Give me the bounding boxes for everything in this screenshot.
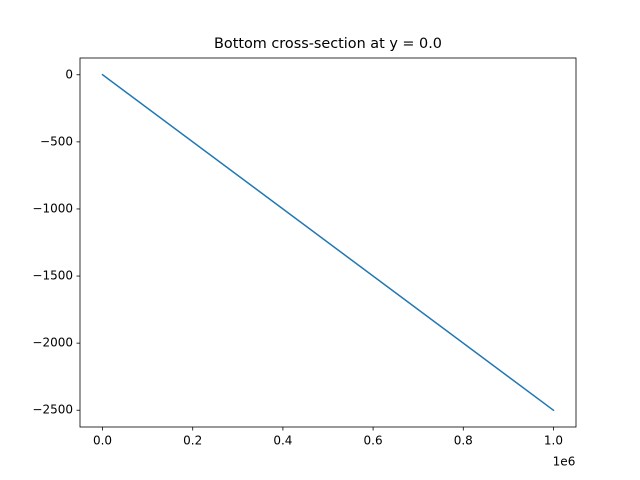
y-tick-label: −2000 [32, 336, 73, 350]
x-tick-label: 0.2 [183, 434, 202, 448]
y-tick-label: 0 [65, 67, 73, 81]
line [101, 73, 555, 412]
y-tick-label: −500 [40, 134, 73, 148]
x-offset-label: 1e6 [553, 455, 576, 469]
y-tick-label: −1500 [32, 269, 73, 283]
x-tick-label: 0.8 [454, 434, 473, 448]
y-tick-label: −1000 [32, 201, 73, 215]
plot-frame [79, 57, 577, 428]
x-tick-label: 0.0 [93, 434, 112, 448]
x-tick-label: 0.4 [273, 434, 292, 448]
y-tick-label: −2500 [32, 403, 73, 417]
x-tick-label: 1.0 [544, 434, 563, 448]
chart-title: Bottom cross-section at y = 0.0 [214, 36, 442, 52]
x-tick-label: 0.6 [364, 434, 383, 448]
